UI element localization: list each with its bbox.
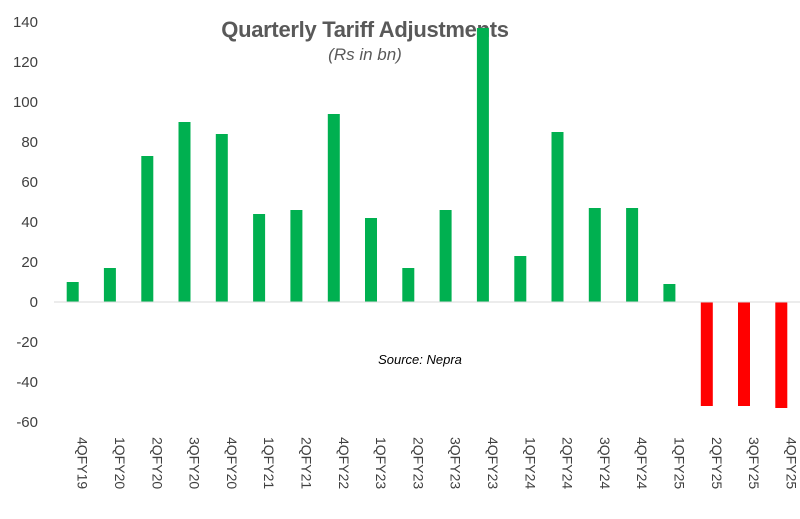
bar-1QFY24: [514, 256, 527, 302]
y-tick-label: -20: [16, 334, 38, 351]
x-category-label: 4QFY25: [783, 437, 799, 489]
y-tick-label: -40: [16, 374, 38, 391]
x-category-label: 4QFY19: [75, 437, 91, 489]
bar-1QFY23: [365, 218, 377, 302]
x-category-label: 2QFY20: [149, 437, 165, 489]
bar-4QFY20: [215, 134, 228, 302]
bar-1QFY20: [103, 268, 116, 302]
bar-3QFY20: [178, 122, 191, 302]
x-category-label: 1QFY25: [671, 437, 687, 489]
bar-2QFY23: [402, 268, 415, 302]
y-tick-label: 60: [21, 174, 38, 191]
x-category-label: 2QFY21: [298, 437, 314, 489]
x-category-label: 3QFY23: [448, 437, 464, 489]
bar-2QFY20: [141, 156, 154, 302]
bar-3QFY24: [588, 208, 601, 302]
x-category-label: 2QFY25: [709, 437, 725, 489]
y-tick-label: 140: [13, 14, 38, 31]
y-tick-label: 40: [21, 214, 38, 231]
y-tick-label: -60: [16, 414, 38, 431]
x-category-label: 2QFY24: [560, 437, 576, 489]
x-axis-category-labels: 4QFY19 1QFY20 2QFY20 3QFY20 4QFY20 1QFY21 2QFY…: [75, 437, 800, 489]
bar-1QFY21: [253, 214, 266, 302]
x-category-label: 1QFY24: [522, 437, 538, 489]
x-category-label: 4QFY23: [485, 437, 501, 489]
x-category-label: 3QFY24: [597, 437, 613, 489]
x-category-label: 3QFY25: [746, 437, 762, 489]
y-axis-tick-labels: 140 120 100 80 60 40 20 0 -20 -40 -60: [13, 14, 38, 431]
bar-3QFY25: [738, 302, 750, 406]
x-category-label: 1QFY21: [261, 437, 277, 489]
y-tick-label: 100: [13, 94, 38, 111]
bar-4QFY23: [476, 28, 489, 302]
bar-4QFY25: [775, 302, 788, 408]
x-category-label: 2QFY23: [410, 437, 426, 489]
bar-1QFY25: [663, 284, 676, 302]
y-tick-label: 20: [21, 254, 38, 271]
x-category-label: 4QFY24: [634, 437, 650, 489]
x-category-label: 3QFY20: [187, 437, 203, 489]
bar-2QFY25: [700, 302, 713, 406]
x-category-label: 1QFY20: [112, 437, 128, 489]
bar-3QFY23: [439, 210, 452, 302]
x-category-label: 4QFY22: [336, 437, 352, 489]
bar-4QFY24: [626, 208, 639, 302]
bar-2QFY24: [551, 132, 564, 302]
bar-4QFY19: [66, 282, 79, 302]
chart-subtitle: (Rs in bn): [328, 45, 402, 64]
y-tick-label: 120: [13, 54, 38, 71]
bar-4QFY22: [327, 114, 340, 302]
bars-group: [66, 28, 788, 408]
y-tick-label: 80: [21, 134, 38, 151]
x-category-label: 4QFY20: [224, 437, 240, 489]
source-annotation: Source: Nepra: [378, 352, 462, 367]
bar-2QFY21: [290, 210, 303, 302]
y-tick-label: 0: [30, 294, 38, 311]
x-category-label: 1QFY23: [373, 437, 389, 489]
chart-title: Quarterly Tariff Adjustments: [221, 17, 509, 42]
